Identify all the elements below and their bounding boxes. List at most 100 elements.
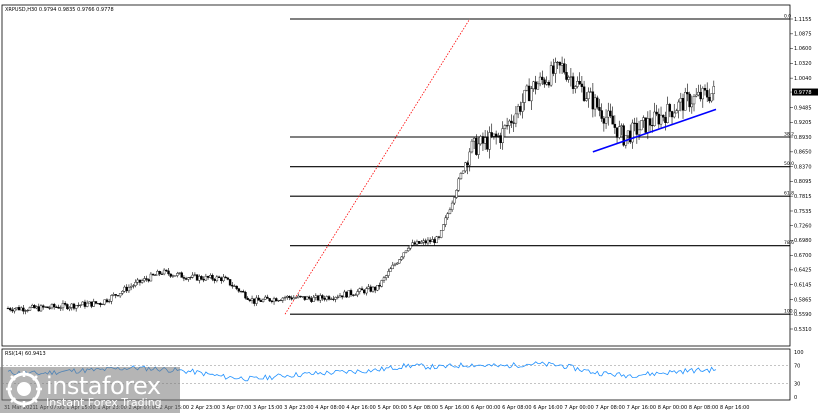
candle-body (74, 305, 78, 309)
candle-body (83, 301, 87, 307)
candle-body (279, 300, 282, 302)
candle-body (180, 272, 183, 278)
candle-body (303, 296, 307, 300)
candle-body (154, 274, 157, 276)
candle-body (39, 305, 43, 312)
candle-body (90, 301, 93, 307)
candle-body (57, 306, 60, 309)
time-axis-label: 4 Apr 08:00 (315, 405, 344, 411)
candle-body (640, 120, 643, 131)
time-axis-label: 5 Apr 08:00 (409, 405, 438, 411)
candle-body (695, 94, 698, 97)
candle-body (466, 162, 469, 166)
candle-body (354, 294, 357, 296)
candle-body (490, 132, 493, 137)
candle-body (61, 303, 65, 309)
candle-body (620, 125, 623, 127)
time-axis-label: 8 Apr 08:00 (689, 405, 718, 411)
candle-body (149, 273, 153, 282)
candle-body (618, 126, 621, 138)
candle-body (574, 86, 577, 89)
time-axis-label: 3 Apr 23:00 (284, 405, 313, 411)
candle-body (464, 162, 467, 172)
candle-body (156, 271, 159, 276)
candle-body (615, 127, 619, 138)
candle-body (690, 103, 694, 108)
rsi-axis-label: 70 (794, 363, 800, 369)
candle-body (349, 290, 353, 296)
candle-body (134, 282, 137, 286)
candle-body (321, 295, 324, 299)
candle-body (512, 122, 515, 124)
candle-body (182, 277, 186, 279)
candle-body (499, 135, 502, 144)
candle-body (635, 122, 639, 135)
candle-body (439, 230, 443, 238)
candle-body (681, 98, 685, 111)
candle-body (402, 252, 405, 258)
fib-projection-line (284, 18, 471, 315)
candle-body (292, 297, 296, 300)
candle-body (323, 298, 326, 300)
support-trendline (592, 108, 717, 153)
time-axis-label: 5 Apr 00:00 (378, 405, 407, 411)
candle-body (549, 65, 553, 86)
candle-body (556, 61, 559, 63)
candle-body (299, 295, 302, 297)
candle-body (8, 308, 12, 311)
price-axis-label: 0.5310 (794, 327, 812, 333)
candle-body (679, 98, 683, 103)
candle-body (369, 286, 372, 292)
candle-body (609, 110, 612, 117)
time-axis-label: 5 Apr 16:00 (440, 405, 469, 411)
candle-body (417, 241, 421, 244)
time-axis-label: 6 Apr 00:00 (471, 405, 500, 411)
candle-body (710, 93, 713, 102)
candle-body (261, 299, 265, 302)
candle-body (708, 97, 711, 102)
candle-body (406, 248, 410, 252)
candle-body (277, 300, 280, 302)
candle-body (88, 301, 91, 304)
candle-body (684, 92, 687, 111)
candle-body (143, 278, 146, 281)
candle-body (686, 92, 689, 95)
candle-body (420, 241, 423, 244)
candle-body (239, 291, 243, 293)
price-axis-label: 0.6700 (794, 253, 812, 259)
candle-body (228, 279, 232, 286)
candle-body (712, 86, 716, 94)
candle-body (697, 91, 700, 96)
candle-body (327, 296, 331, 300)
candle-body (121, 291, 124, 294)
candle-body (24, 310, 27, 312)
candle-body (395, 262, 399, 265)
candle-body (294, 297, 298, 299)
candle-body (409, 245, 412, 249)
candle-body (255, 297, 258, 304)
current-price-label: 0.9778 (794, 90, 812, 96)
candle-body (448, 209, 452, 214)
candle-body (301, 296, 304, 298)
candle-body (136, 279, 139, 283)
candle-body (52, 304, 56, 308)
candle-body (494, 133, 498, 137)
candle-body (165, 269, 168, 272)
candle-body (569, 76, 573, 78)
candle-body (63, 303, 67, 305)
candle-body (103, 299, 106, 305)
candle-body (554, 62, 557, 74)
rsi-axis-label: 30 (794, 381, 800, 387)
candle-body (536, 83, 540, 90)
candle-body (244, 292, 247, 299)
candle-body (173, 275, 177, 277)
candle-body (530, 88, 533, 102)
candle-body (189, 277, 192, 279)
candle-body (215, 276, 219, 281)
candle-body (55, 306, 58, 308)
candle-body (235, 285, 238, 289)
candle-body (22, 307, 25, 312)
candle-body (101, 303, 104, 305)
candle-body (79, 304, 82, 306)
candle-body (602, 118, 606, 124)
